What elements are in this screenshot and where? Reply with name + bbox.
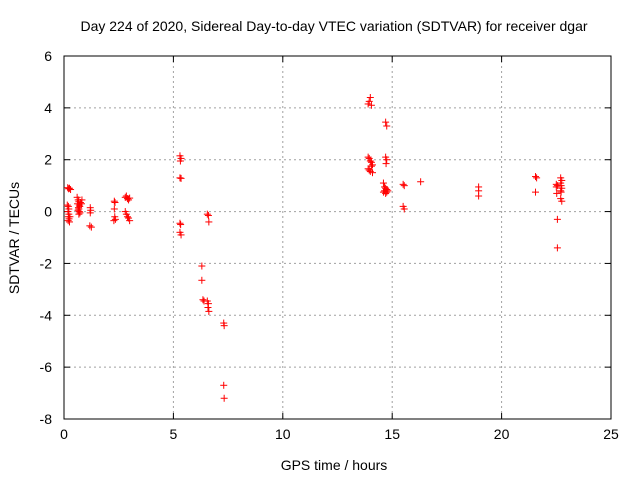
data-point (367, 101, 375, 109)
data-point (125, 196, 133, 204)
axis-ticks: 0 5 10 15 20 25 -8 -6 -4 -2 0 2 4 6 (40, 48, 619, 442)
data-point (205, 218, 213, 226)
data-point (110, 197, 118, 205)
data-point (369, 169, 377, 177)
y-tick-label: 2 (44, 152, 52, 168)
data-point (417, 178, 425, 186)
data-point (64, 184, 72, 192)
data-point (86, 209, 94, 217)
data-point (382, 160, 390, 168)
data-point (204, 211, 212, 219)
data-point (364, 153, 372, 161)
data-point (220, 322, 228, 330)
data-point (532, 188, 540, 196)
data-point (110, 217, 118, 225)
data-point (220, 381, 228, 389)
y-tick-label: -8 (40, 411, 53, 427)
data-point (400, 182, 408, 190)
data-point (86, 222, 94, 230)
y-tick-label: -6 (40, 359, 53, 375)
data-point (382, 189, 390, 197)
x-axis-label: GPS time / hours (281, 457, 388, 473)
data-point (111, 198, 119, 206)
data-point (383, 122, 391, 130)
data-point (66, 213, 74, 221)
data-point (64, 217, 72, 225)
data-point (78, 196, 86, 204)
data-point (198, 262, 206, 270)
data-point (126, 194, 134, 202)
data-point (366, 93, 374, 101)
data-point (123, 213, 131, 221)
data-point (553, 215, 561, 223)
data-point (553, 189, 561, 197)
y-tick-label: 0 (44, 204, 52, 220)
data-point (177, 174, 185, 182)
data-point (65, 184, 73, 192)
x-tick-label: 15 (384, 426, 400, 442)
data-point (367, 162, 375, 170)
data-point (205, 307, 213, 315)
data-point (383, 188, 391, 196)
x-tick-label: 0 (60, 426, 68, 442)
data-point (533, 174, 541, 182)
data-point (176, 174, 184, 182)
y-tick-label: 4 (44, 100, 52, 116)
y-axis-label: SDTVAR / TECUs (6, 182, 22, 294)
data-point (365, 97, 373, 105)
data-point (75, 210, 83, 218)
data-point (63, 201, 71, 209)
data-point (110, 205, 118, 213)
data-point (552, 183, 560, 191)
data-point (111, 215, 119, 223)
data-point (399, 180, 407, 188)
data-point (369, 161, 377, 169)
data-point (198, 276, 206, 284)
data-point (67, 186, 75, 194)
data-point (177, 231, 185, 239)
data-point (76, 209, 84, 217)
data-point (400, 205, 408, 213)
data-point (87, 223, 95, 231)
data-point (532, 173, 540, 181)
data-point (379, 179, 387, 187)
data-point (553, 244, 561, 252)
chart-title: Day 224 of 2020, Sidereal Day-to-day VTE… (80, 18, 587, 34)
data-point (383, 156, 391, 164)
data-point (382, 118, 390, 126)
data-point (177, 221, 185, 229)
x-tick-label: 25 (603, 426, 619, 442)
grid (64, 56, 611, 419)
data-point (557, 188, 565, 196)
y-tick-label: -4 (40, 307, 53, 323)
data-point (366, 157, 374, 165)
x-tick-label: 5 (170, 426, 178, 442)
data-point (558, 197, 566, 205)
data-point (199, 296, 207, 304)
x-tick-label: 10 (275, 426, 291, 442)
x-tick-label: 20 (494, 426, 510, 442)
y-tick-label: -2 (40, 255, 53, 271)
plot-frame (63, 55, 612, 420)
data-point (176, 157, 184, 165)
data-point (220, 394, 228, 402)
data-point (475, 192, 483, 200)
data-point (204, 304, 212, 312)
data-point (203, 210, 211, 218)
data-point (126, 217, 134, 225)
data-points (63, 93, 566, 402)
y-tick-label: 6 (44, 48, 52, 64)
data-point (176, 219, 184, 227)
